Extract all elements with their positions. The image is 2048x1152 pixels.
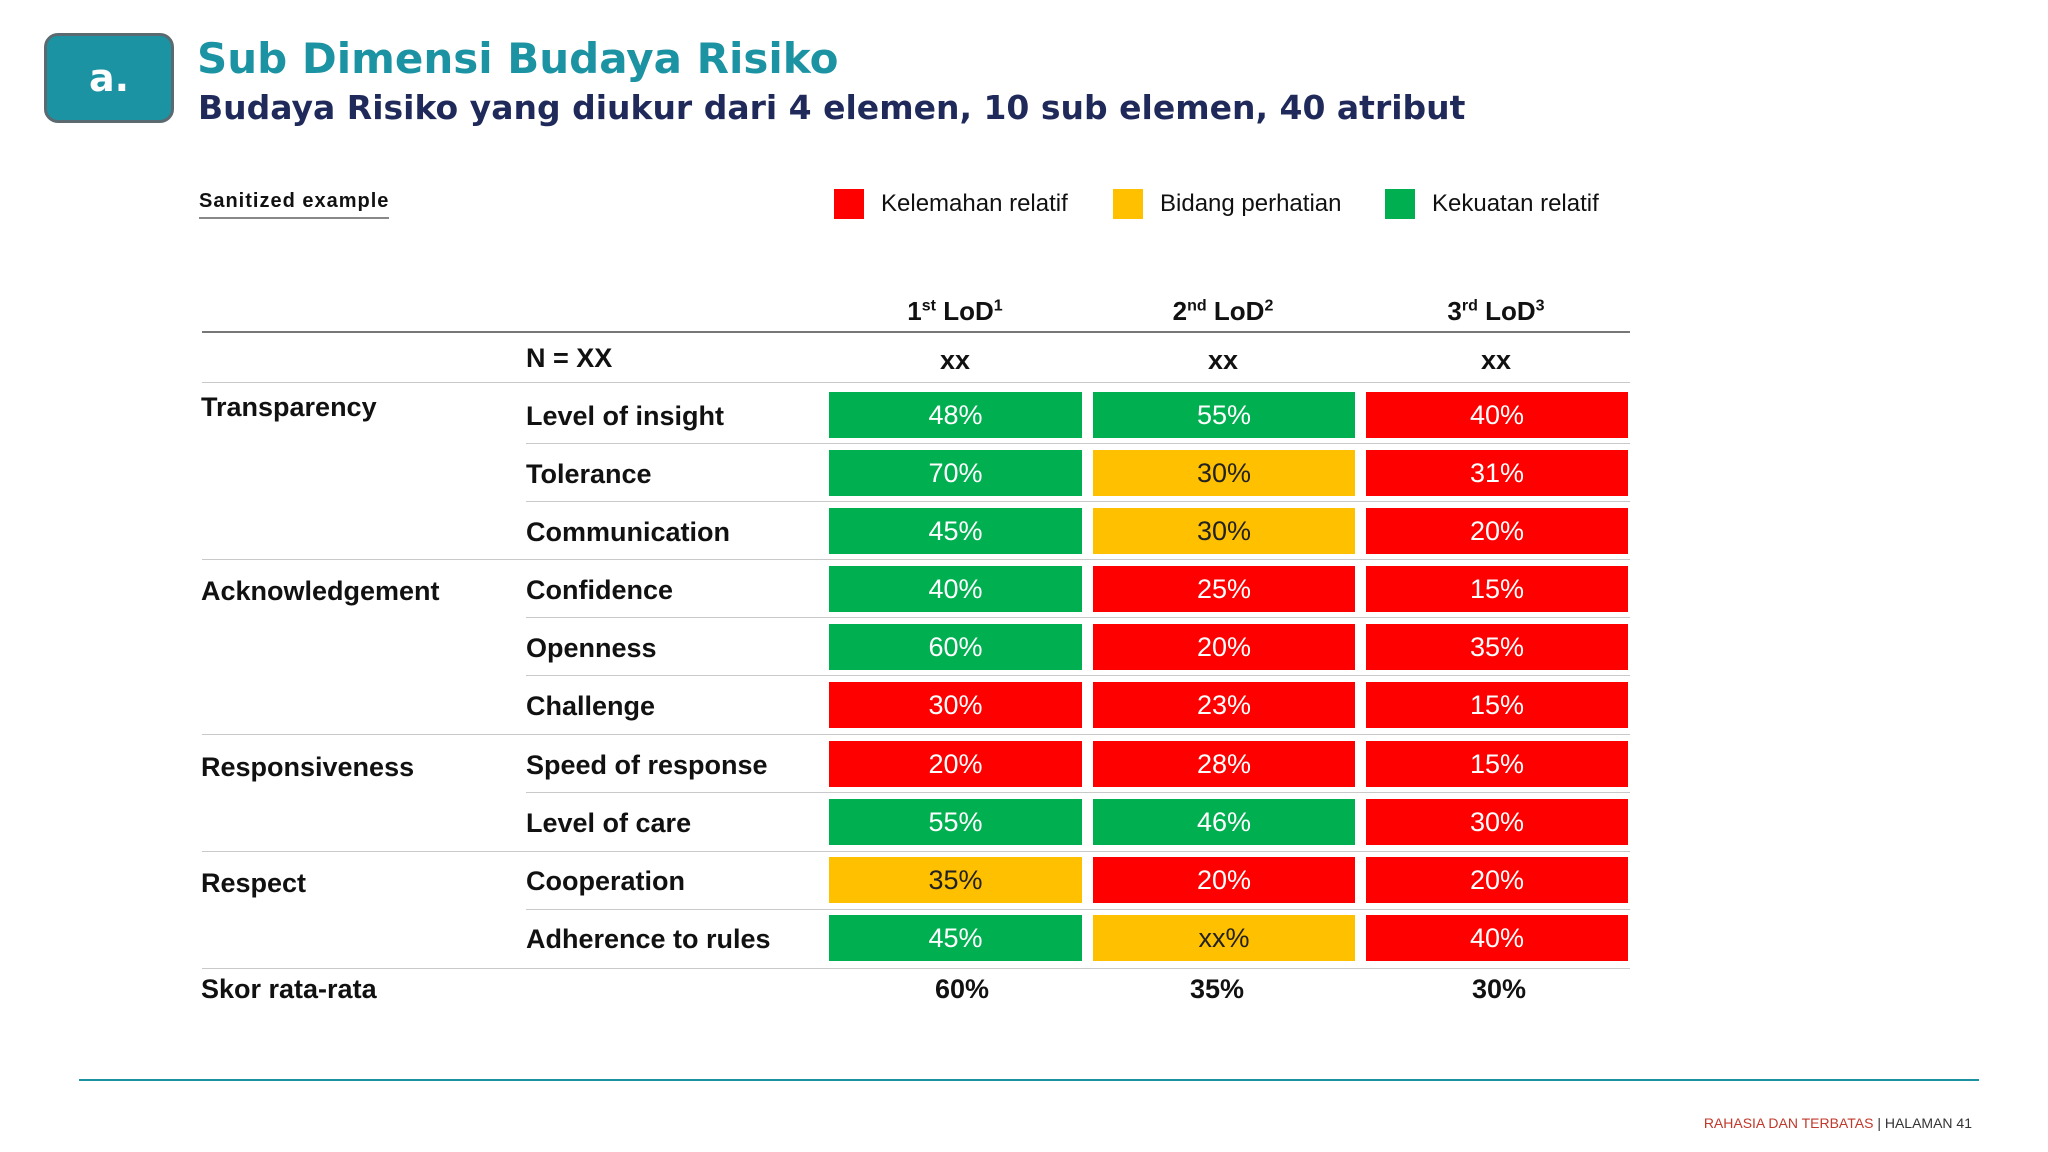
row-label: Level of care [526, 808, 692, 838]
row-label: Speed of response [526, 750, 768, 780]
score-cell: 48% [829, 392, 1082, 438]
row-label: Openness [526, 633, 657, 663]
score-cell: 28% [1093, 741, 1355, 787]
legend-swatch-red [834, 189, 864, 219]
row-divider [526, 501, 1630, 502]
row-label: Level of insight [526, 401, 725, 431]
row-divider [526, 909, 1630, 910]
score-cell: 45% [829, 508, 1082, 554]
header-divider [202, 331, 1630, 333]
row-divider [526, 617, 1630, 618]
score-cell: 40% [829, 566, 1082, 612]
legend-item-weakness: Kelemahan relatif [834, 189, 1068, 219]
group-label-respect: Respect [201, 868, 307, 898]
score-cell: 23% [1093, 682, 1355, 728]
score-cell: 70% [829, 450, 1082, 496]
score-cell: 30% [1093, 450, 1355, 496]
group-divider [202, 968, 1630, 969]
confidentiality-label: RAHASIA DAN TERBATAS [1703, 1115, 1874, 1131]
score-cell: 25% [1093, 566, 1355, 612]
average-value-lod3: 30% [1471, 974, 1527, 1004]
row-divider [526, 792, 1630, 793]
row-label: Tolerance [526, 459, 652, 489]
legend-swatch-green [1385, 189, 1415, 219]
row-label: Adherence to rules [526, 924, 771, 954]
legend-label: Bidang perhatian [1160, 190, 1342, 217]
group-divider [202, 734, 1630, 735]
sanitized-label: Sanitized example [199, 190, 390, 219]
legend-label: Kelemahan relatif [881, 190, 1068, 217]
n-value-lod3: xx [1480, 345, 1512, 375]
score-cell: 30% [1366, 799, 1628, 845]
footer: RAHASIA DAN TERBATAS | HALAMAN 41 [1704, 1115, 1972, 1131]
average-value-lod2: 35% [1189, 974, 1245, 1004]
score-cell: 20% [1366, 857, 1628, 903]
column-header-lod3: 3rd LoD3 [1447, 296, 1545, 326]
score-cell: 45% [829, 915, 1082, 961]
row-label: Cooperation [526, 866, 685, 896]
row-label: Challenge [526, 691, 656, 721]
row-divider [526, 675, 1630, 676]
score-cell: 15% [1366, 682, 1628, 728]
n-label: N = XX [526, 343, 613, 373]
footer-separator: | [1877, 1115, 1881, 1131]
score-cell: 60% [829, 624, 1082, 670]
page-number: HALAMAN 41 [1884, 1115, 1972, 1131]
row-divider [202, 382, 1630, 383]
legend-swatch-yellow [1113, 189, 1143, 219]
section-badge: a. [44, 33, 174, 123]
average-label: Skor rata-rata [201, 974, 377, 1004]
n-value-lod1: xx [939, 345, 971, 375]
score-cell: 46% [1093, 799, 1355, 845]
score-cell: 20% [1366, 508, 1628, 554]
score-cell: 15% [1366, 741, 1628, 787]
legend-label: Kekuatan relatif [1432, 190, 1599, 217]
score-cell: 15% [1366, 566, 1628, 612]
page-subtitle: Budaya Risiko yang diukur dari 4 elemen,… [198, 88, 1466, 127]
row-divider [526, 443, 1630, 444]
column-header-lod1: 1st LoD1 [907, 296, 1003, 326]
group-divider [202, 559, 1630, 560]
legend-item-strength: Kekuatan relatif [1385, 189, 1599, 219]
group-label-transparency: Transparency [201, 392, 377, 422]
score-cell: 30% [829, 682, 1082, 728]
score-cell: 31% [1366, 450, 1628, 496]
group-label-acknowledgement: Acknowledgement [201, 576, 440, 606]
n-value-lod2: xx [1207, 345, 1239, 375]
score-cell: 35% [1366, 624, 1628, 670]
score-cell: 20% [1093, 857, 1355, 903]
score-cell: 20% [1093, 624, 1355, 670]
legend-item-attention: Bidang perhatian [1113, 189, 1341, 219]
score-cell: 30% [1093, 508, 1355, 554]
row-label: Confidence [526, 575, 674, 605]
column-header-lod2: 2nd LoD2 [1172, 296, 1274, 326]
score-cell: 20% [829, 741, 1082, 787]
score-cell: 40% [1366, 392, 1628, 438]
score-cell: xx% [1093, 915, 1355, 961]
score-cell: 35% [829, 857, 1082, 903]
score-cell: 55% [829, 799, 1082, 845]
page-title: Sub Dimensi Budaya Risiko [197, 34, 839, 83]
row-label: Communication [526, 517, 731, 547]
score-cell: 40% [1366, 915, 1628, 961]
average-value-lod1: 60% [934, 974, 990, 1004]
group-divider [202, 851, 1630, 852]
score-cell: 55% [1093, 392, 1355, 438]
footer-divider [79, 1079, 1979, 1081]
group-label-responsiveness: Responsiveness [201, 752, 415, 782]
